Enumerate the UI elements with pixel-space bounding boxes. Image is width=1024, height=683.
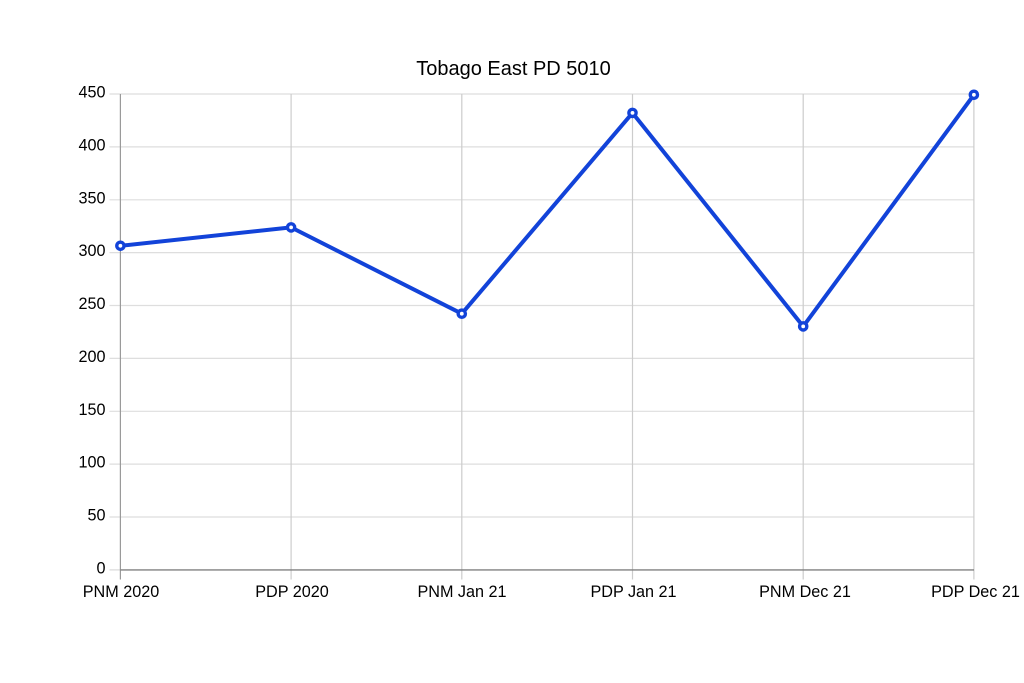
svg-text:400: 400 [78,137,105,155]
svg-text:0: 0 [96,560,105,578]
svg-text:200: 200 [78,348,105,366]
svg-text:300: 300 [78,242,105,260]
svg-text:PDP Jan 21: PDP Jan 21 [590,583,676,601]
svg-text:50: 50 [87,507,105,525]
svg-text:100: 100 [78,454,105,472]
svg-text:PDP 2020: PDP 2020 [255,583,329,601]
svg-text:250: 250 [78,295,105,313]
svg-text:PNM Dec 21: PNM Dec 21 [759,583,851,601]
svg-text:PNM Jan 21: PNM Jan 21 [417,583,506,601]
svg-text:PDP Dec 21: PDP Dec 21 [931,583,1020,601]
svg-text:Tobago East PD 5010: Tobago East PD 5010 [416,58,611,80]
svg-text:PNM 2020: PNM 2020 [83,583,159,601]
svg-text:350: 350 [78,189,105,207]
svg-text:150: 150 [78,401,105,419]
svg-text:450: 450 [78,84,105,102]
